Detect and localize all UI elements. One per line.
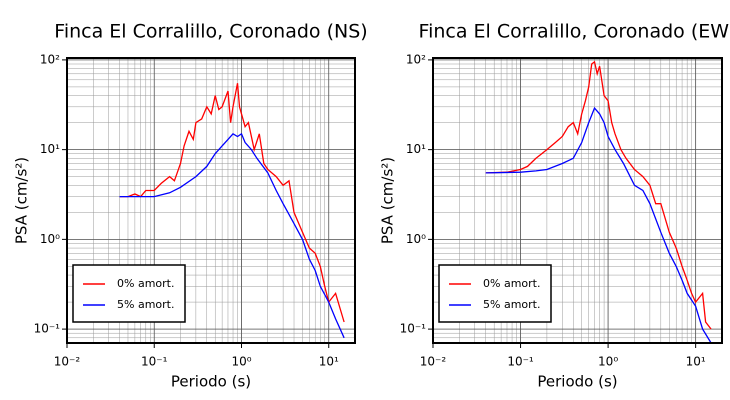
x-tick-label: 10¹ bbox=[319, 355, 339, 369]
plot-frame bbox=[432, 57, 723, 344]
chart-title: Finca El Corralillo, Coronado (EW) bbox=[419, 21, 730, 43]
x-tick-label: 10¹ bbox=[686, 355, 706, 369]
x-tick-label: 10⁻¹ bbox=[141, 355, 168, 369]
x-axis-label: Periodo (s) bbox=[537, 373, 617, 391]
legend-label: 5% amort. bbox=[483, 298, 540, 311]
chart: Finca El Corralillo, Coronado (NS) Period… bbox=[13, 21, 368, 391]
legend-label: 0% amort. bbox=[483, 277, 540, 290]
chart: Finca El Corralillo, Coronado (EW) Period… bbox=[379, 21, 730, 391]
data-line bbox=[119, 83, 345, 323]
y-tick-label: 10² bbox=[40, 52, 60, 66]
x-tick-label: 10⁰ bbox=[598, 355, 618, 369]
y-axis-label: PSA (cm/s²) bbox=[13, 157, 31, 244]
x-tick-label: 10⁰ bbox=[231, 355, 251, 369]
legend-box bbox=[438, 264, 552, 323]
plot-frame bbox=[66, 57, 356, 344]
data-line bbox=[485, 60, 712, 330]
y-tick-label: 10⁰ bbox=[406, 232, 426, 246]
x-tick-label: 10⁻² bbox=[54, 355, 81, 369]
y-tick-label: 10⁻¹ bbox=[34, 322, 61, 336]
y-tick-label: 10⁻¹ bbox=[400, 322, 427, 336]
chart-title: Finca El Corralillo, Coronado (NS) bbox=[54, 21, 367, 43]
legend-label: 0% amort. bbox=[117, 277, 174, 290]
y-tick-label: 10² bbox=[406, 52, 426, 66]
x-tick-label: 10⁻¹ bbox=[507, 355, 534, 369]
legend-box bbox=[72, 264, 186, 323]
data-line bbox=[119, 132, 345, 339]
y-tick-label: 10¹ bbox=[406, 142, 426, 156]
x-axis-label: Periodo (s) bbox=[171, 373, 251, 391]
legend-label: 5% amort. bbox=[117, 298, 174, 311]
y-axis-label: PSA (cm/s²) bbox=[379, 157, 397, 244]
x-tick-label: 10⁻² bbox=[420, 355, 447, 369]
data-line bbox=[485, 106, 712, 344]
y-tick-label: 10¹ bbox=[40, 142, 60, 156]
y-tick-label: 10⁰ bbox=[40, 232, 60, 246]
